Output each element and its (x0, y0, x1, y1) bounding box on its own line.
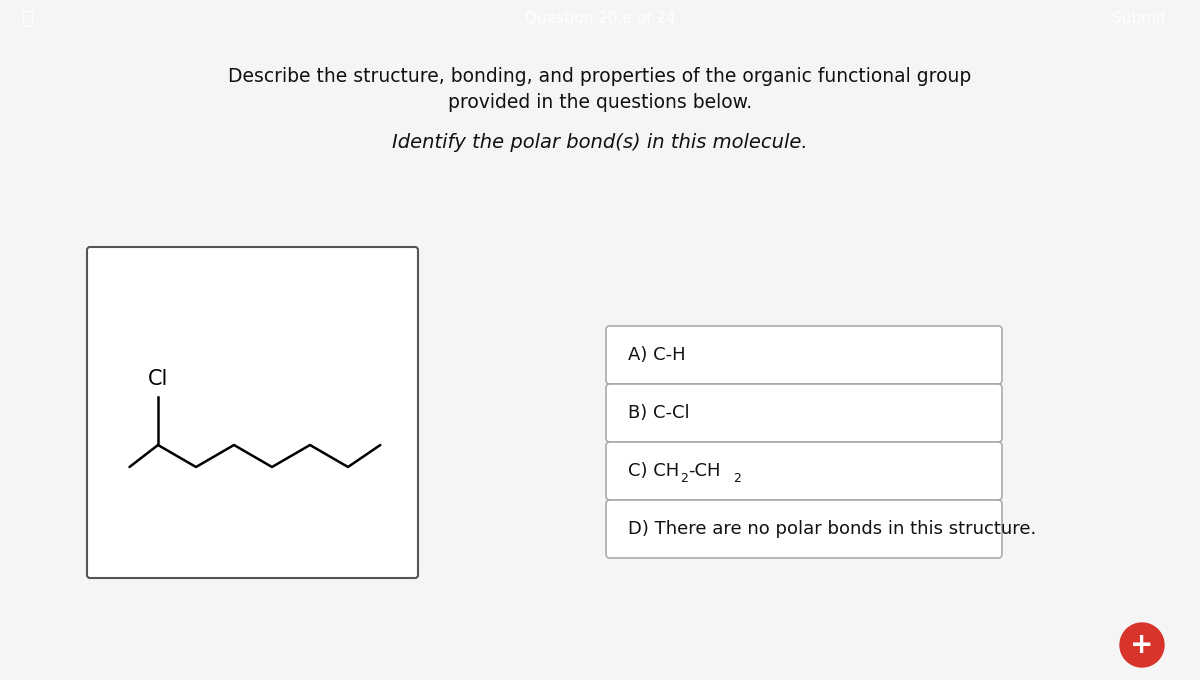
Text: Identify the polar bond(s) in this molecule.: Identify the polar bond(s) in this molec… (392, 133, 808, 152)
Text: -CH: -CH (688, 462, 720, 480)
Text: B) C-Cl: B) C-Cl (628, 404, 690, 422)
Text: 2: 2 (733, 471, 740, 484)
Text: Describe the structure, bonding, and properties of the organic functional group: Describe the structure, bonding, and pro… (228, 67, 972, 86)
FancyBboxPatch shape (606, 442, 1002, 500)
Text: 2: 2 (680, 471, 688, 484)
Text: C) CH: C) CH (628, 462, 679, 480)
Text: 〈: 〈 (22, 9, 34, 28)
Text: A) C-H: A) C-H (628, 346, 685, 364)
Text: Submit: Submit (1112, 11, 1166, 26)
Text: +: + (1130, 631, 1153, 659)
Text: Question 20.e of 24: Question 20.e of 24 (524, 11, 676, 26)
FancyBboxPatch shape (606, 326, 1002, 384)
Text: D) There are no polar bonds in this structure.: D) There are no polar bonds in this stru… (628, 520, 1037, 538)
FancyBboxPatch shape (606, 500, 1002, 558)
Text: Cl: Cl (148, 369, 168, 388)
Circle shape (1120, 623, 1164, 667)
FancyBboxPatch shape (606, 384, 1002, 442)
FancyBboxPatch shape (88, 247, 418, 578)
Text: provided in the questions below.: provided in the questions below. (448, 94, 752, 112)
